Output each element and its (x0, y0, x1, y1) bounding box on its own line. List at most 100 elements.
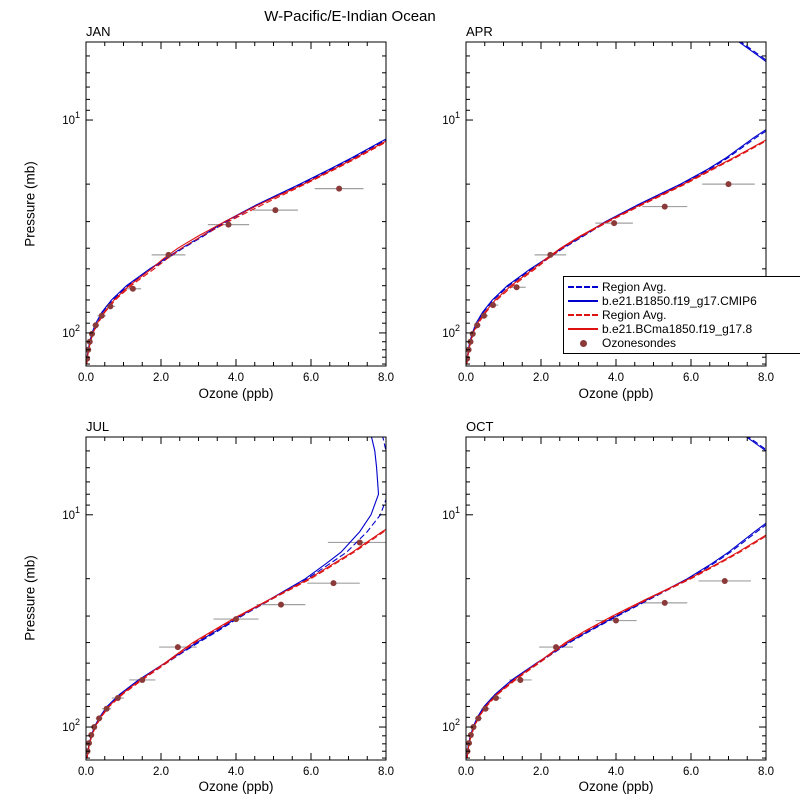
legend-sample (568, 314, 602, 316)
series-blue_solid (86, 138, 386, 365)
legend-entry-label: Ozonesondes (602, 336, 677, 350)
obs-dot (107, 303, 114, 310)
legend-sample (568, 339, 602, 347)
obs-dot (490, 302, 496, 309)
panel-APR: 0.0 2.0 4.0 6.0 8.0 101 102 (442, 41, 774, 384)
x-tick-label: 0.0 (458, 372, 474, 384)
x-tick-label: 4.0 (608, 766, 624, 778)
series-red_solid (466, 534, 766, 759)
obs-dot (129, 285, 136, 292)
x-tick-label: 2.0 (153, 766, 169, 778)
obs-dot (470, 724, 477, 731)
obs-dot (467, 338, 474, 345)
obs-dot (613, 617, 619, 624)
obs-dot (96, 715, 103, 722)
y-tick-label: 102 (442, 717, 460, 734)
obs-dot (553, 644, 559, 651)
legend-line-sample (568, 314, 598, 316)
y-tick-label: 102 (62, 323, 80, 340)
axes-frame (85, 436, 387, 761)
panel-label-oct: OCT (466, 419, 494, 434)
x-tick-label: 8.0 (378, 766, 394, 778)
obs-dot (336, 185, 343, 192)
obs-dot (86, 355, 91, 362)
obs-dot (92, 322, 99, 329)
series-red_solid (86, 528, 386, 759)
obs-dot (469, 330, 476, 337)
obs-dot (356, 539, 363, 546)
y-axis-label-top: Pressure (mb) (22, 161, 38, 247)
obs-dot (330, 580, 337, 587)
x-tick-label: 0.0 (458, 766, 474, 778)
panel-JUL: 0.0 2.0 4.0 6.0 8.0 101 102 (62, 436, 394, 778)
legend-entry-label: Region Avg. (602, 308, 667, 322)
obs-dot (661, 599, 668, 606)
legend-entry: b.e21.B1850.f19_g17.CMIP6 (568, 294, 800, 308)
obs-dot (139, 676, 146, 683)
legend-line-sample (568, 328, 598, 330)
obs-dot (493, 695, 499, 702)
obs-dot (466, 740, 472, 747)
obs-dot (547, 251, 554, 258)
legend: Region Avg. b.e21.B1850.f19_g17.CMIP6 Re… (563, 276, 800, 354)
panel-data (466, 42, 766, 365)
panel-label-jul: JUL (86, 419, 110, 434)
obs-dot (174, 644, 181, 651)
obs-dot (272, 207, 279, 214)
x-axis-label-oct: Ozone (ppb) (578, 779, 654, 794)
legend-sample (568, 328, 602, 330)
x-tick-label: 2.0 (533, 372, 549, 384)
chart-title: W-Pacific/E-Indian Ocean (264, 8, 436, 25)
x-tick-label: 0.0 (78, 766, 94, 778)
y-tick-label: 101 (62, 110, 80, 127)
panel-JAN: 0.0 2.0 4.0 6.0 8.0 101 102 (62, 41, 394, 384)
x-tick-label: 8.0 (758, 372, 774, 384)
legend-dot-marker (580, 339, 587, 347)
x-tick-label: 6.0 (683, 766, 699, 778)
series-red_dashed (86, 141, 386, 365)
obs-dot (98, 312, 105, 319)
axes-frame (85, 41, 387, 367)
panel-data (86, 138, 386, 365)
x-tick-label: 6.0 (303, 372, 319, 384)
series-red_solid (86, 140, 386, 365)
obs-dot (517, 676, 524, 683)
panel-data (86, 437, 386, 759)
obs-dot (225, 221, 232, 228)
obs-dot (725, 181, 732, 188)
panel-OCT: 0.0 2.0 4.0 6.0 8.0 101 102 (442, 436, 774, 778)
obs-dot (86, 740, 92, 747)
series-blue_solid (86, 437, 380, 759)
series-red_dashed (466, 535, 766, 759)
obs-dot (611, 220, 618, 227)
axes-frame (465, 436, 767, 761)
x-tick-label: 2.0 (153, 372, 169, 384)
panel-label-apr: APR (466, 24, 493, 39)
x-tick-label: 2.0 (533, 766, 549, 778)
legend-entry: Ozonesondes (568, 336, 800, 350)
panel-data (466, 437, 766, 759)
x-tick-label: 4.0 (228, 766, 244, 778)
obs-dot (475, 715, 482, 722)
series-blue_dashed (466, 437, 766, 759)
series-blue_solid (466, 437, 766, 759)
x-axis-label-jan: Ozone (ppb) (198, 386, 274, 401)
x-tick-label: 4.0 (608, 372, 624, 384)
y-axis-label-bottom: Pressure (mb) (22, 555, 38, 641)
x-axis-label-jul: Ozone (ppb) (198, 779, 274, 794)
obs-dot (88, 731, 95, 738)
x-tick-label: 0.0 (78, 372, 94, 384)
x-tick-label: 8.0 (758, 766, 774, 778)
legend-entry-label: Region Avg. (602, 280, 667, 294)
legend-line-sample (568, 300, 598, 302)
x-axis-label-apr: Ozone (ppb) (578, 386, 654, 401)
legend-entry: Region Avg. (568, 308, 800, 322)
x-tick-label: 6.0 (303, 766, 319, 778)
obs-dot (482, 705, 489, 712)
obs-dot (103, 705, 110, 712)
series-blue_dashed (86, 437, 386, 759)
y-tick-label: 101 (442, 505, 460, 522)
y-tick-label: 102 (62, 717, 80, 734)
y-tick-label: 101 (442, 110, 460, 127)
